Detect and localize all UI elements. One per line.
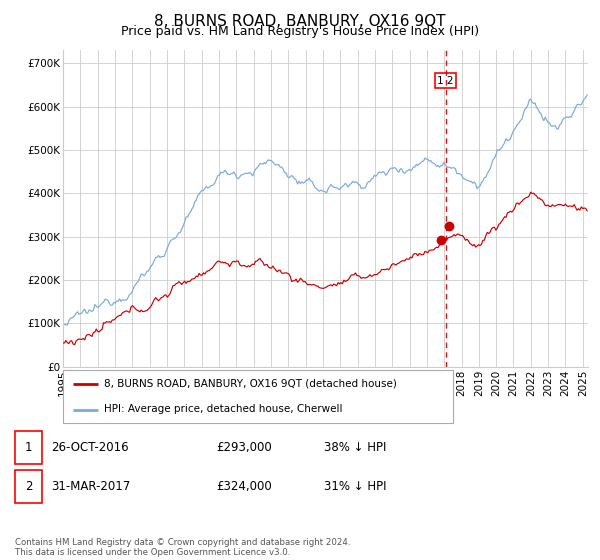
- Text: 8, BURNS ROAD, BANBURY, OX16 9QT: 8, BURNS ROAD, BANBURY, OX16 9QT: [154, 14, 446, 29]
- Text: 8, BURNS ROAD, BANBURY, OX16 9QT (detached house): 8, BURNS ROAD, BANBURY, OX16 9QT (detach…: [104, 379, 397, 389]
- FancyBboxPatch shape: [15, 431, 42, 464]
- Text: Price paid vs. HM Land Registry's House Price Index (HPI): Price paid vs. HM Land Registry's House …: [121, 25, 479, 38]
- Text: £293,000: £293,000: [216, 441, 272, 454]
- Text: 1 2: 1 2: [437, 76, 454, 86]
- Text: 38% ↓ HPI: 38% ↓ HPI: [324, 441, 386, 454]
- Text: £324,000: £324,000: [216, 480, 272, 493]
- Text: 31% ↓ HPI: 31% ↓ HPI: [324, 480, 386, 493]
- Text: 26-OCT-2016: 26-OCT-2016: [51, 441, 128, 454]
- Text: Contains HM Land Registry data © Crown copyright and database right 2024.
This d: Contains HM Land Registry data © Crown c…: [15, 538, 350, 557]
- FancyBboxPatch shape: [63, 370, 453, 423]
- FancyBboxPatch shape: [15, 470, 42, 503]
- Text: 2: 2: [25, 480, 32, 493]
- Text: HPI: Average price, detached house, Cherwell: HPI: Average price, detached house, Cher…: [104, 404, 343, 414]
- Text: 31-MAR-2017: 31-MAR-2017: [51, 480, 130, 493]
- Text: 1: 1: [25, 441, 32, 454]
